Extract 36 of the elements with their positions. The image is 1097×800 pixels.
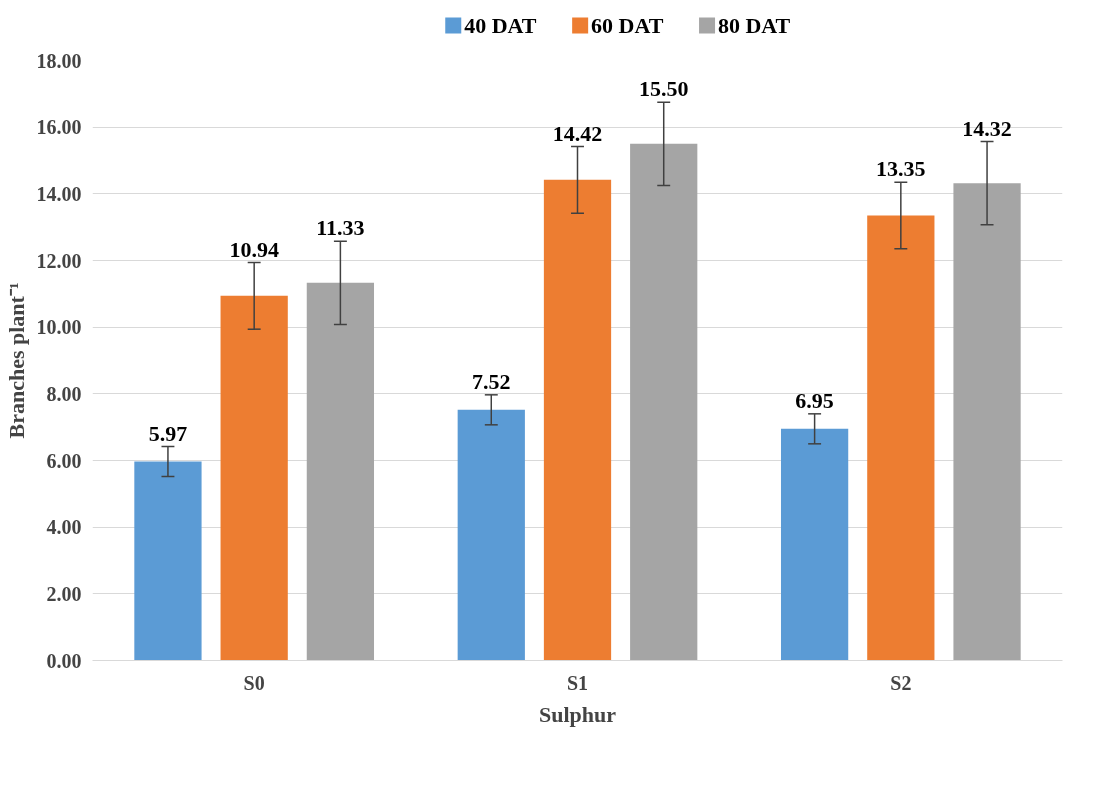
x-tick-label: S1	[566, 671, 589, 694]
data-label: 14.42	[552, 120, 603, 146]
y-tick-label: 10.00	[36, 316, 82, 339]
y-tick-label: 16.00	[36, 116, 82, 139]
bar	[134, 461, 202, 661]
bar	[867, 215, 935, 661]
bar	[953, 183, 1021, 661]
data-label: 10.94	[229, 236, 279, 262]
data-label: 11.33	[316, 215, 365, 241]
legend-label: 60 DAT	[591, 13, 664, 38]
y-tick-label: 6.00	[46, 449, 82, 472]
x-tick-label: S0	[243, 671, 265, 694]
y-tick-label: 8.00	[46, 382, 82, 405]
legend-label: 80 DAT	[717, 13, 791, 38]
y-tick-label: 12.00	[36, 249, 82, 272]
y-tick-label: 2.00	[46, 582, 82, 605]
bar	[630, 143, 698, 661]
legend-label: 40 DAT	[464, 13, 537, 38]
data-label: 14.32	[962, 115, 1012, 141]
y-tick-label: 4.00	[46, 516, 82, 539]
bar	[306, 282, 375, 661]
data-label: 6.95	[795, 387, 834, 413]
x-tick-label: S2	[890, 671, 912, 694]
bar	[220, 295, 288, 661]
y-tick-label: 14.00	[36, 182, 82, 205]
y-tick-label: 18.00	[36, 49, 82, 72]
data-label: 7.52	[472, 368, 511, 394]
y-tick-label: 0.00	[46, 649, 82, 672]
data-label: 13.35	[876, 156, 926, 182]
bar	[543, 179, 612, 661]
bar	[457, 409, 525, 661]
data-label: 15.50	[638, 76, 689, 102]
bar	[780, 428, 849, 661]
data-label: 5.97	[148, 420, 188, 446]
y-axis-title: Branches plant⁻¹	[3, 282, 29, 439]
x-axis-title: Sulphur	[538, 701, 617, 727]
